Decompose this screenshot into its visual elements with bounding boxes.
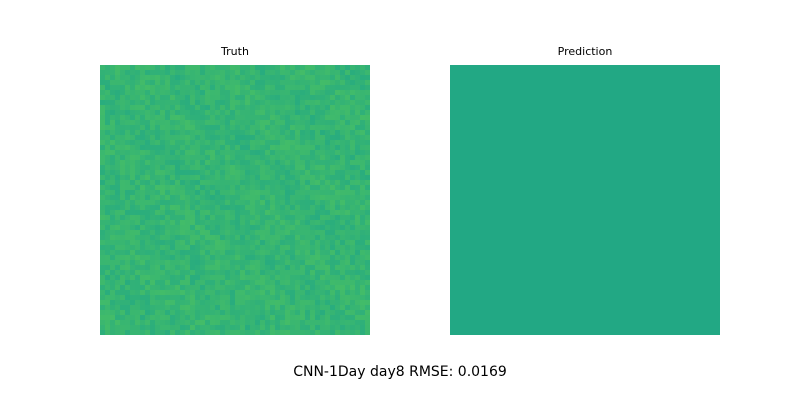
prediction-panel: Prediction [450, 45, 720, 335]
truth-panel: Truth [100, 45, 370, 335]
prediction-heatmap [450, 65, 720, 335]
figure-suptitle: CNN-1Day day8 RMSE: 0.0169 [293, 364, 507, 380]
truth-title: Truth [221, 45, 249, 58]
prediction-title: Prediction [557, 45, 613, 58]
truth-heatmap [100, 65, 370, 335]
